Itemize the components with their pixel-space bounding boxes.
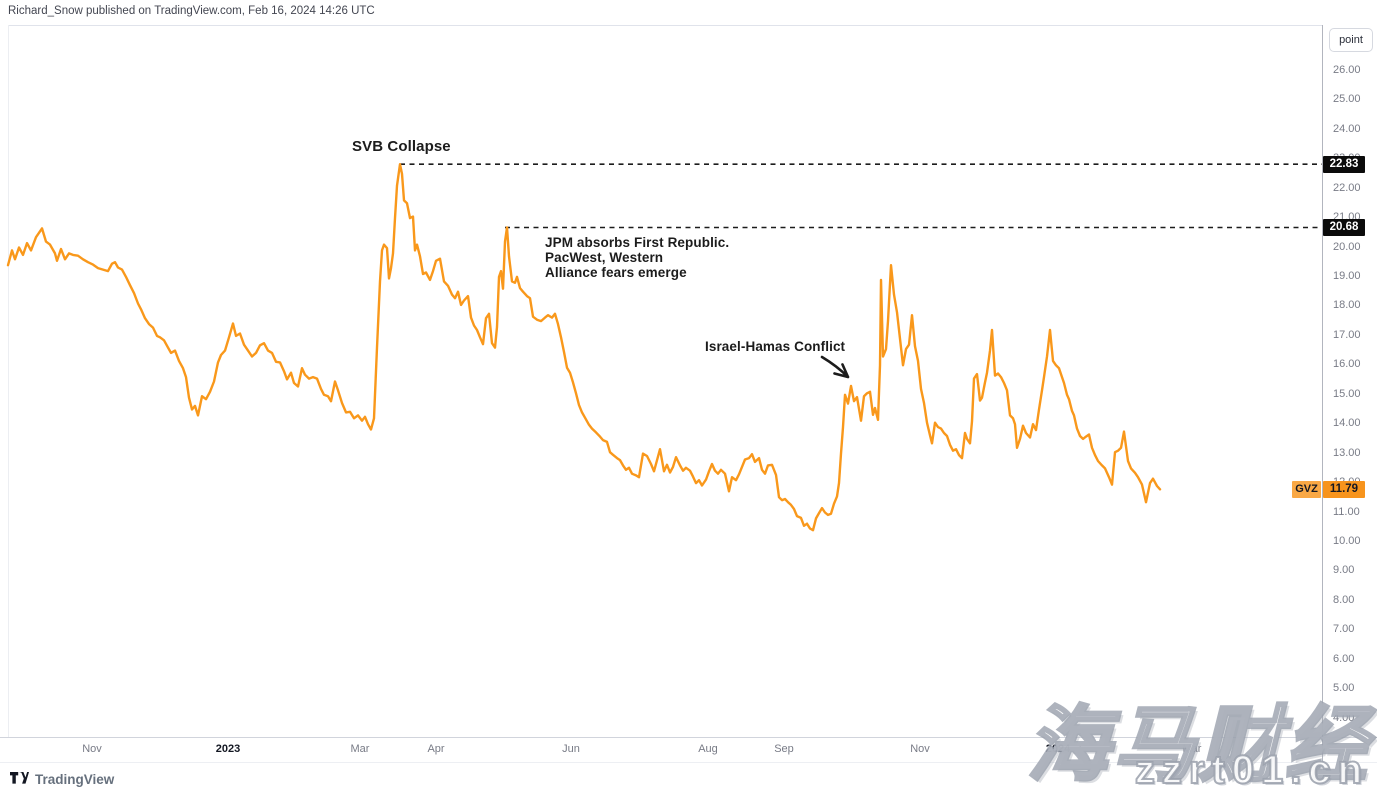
tradingview-logo-icon — [10, 771, 29, 784]
watermark-chinese-text: 海马财经 — [1026, 699, 1371, 793]
time-tick-label: Sep — [774, 743, 794, 755]
price-unit-button[interactable]: point — [1329, 28, 1373, 52]
price-tick-label: 14.00 — [1333, 417, 1361, 429]
price-tick-label: 19.00 — [1333, 270, 1361, 282]
price-tick-label: 12.00 — [1333, 476, 1361, 488]
price-axis-line — [1322, 25, 1323, 762]
price-tick-label: 5.00 — [1333, 682, 1355, 694]
annotation-jpm-first-republic: JPM absorbs First Republic. PacWest, Wes… — [545, 235, 730, 280]
dashed-level-lines — [400, 163, 1322, 229]
price-tick-label: 16.00 — [1333, 358, 1361, 370]
price-tick-label: 17.00 — [1333, 329, 1361, 341]
price-tick-label: 25.00 — [1333, 93, 1361, 105]
time-tick-label: Apr — [427, 743, 445, 755]
price-tick-label: 22.00 — [1333, 182, 1361, 194]
watermark-url-text: zzrt01.cn — [1134, 747, 1369, 793]
time-axis-line — [0, 737, 1377, 738]
time-axis[interactable]: Nov 2023 Mar Apr Jun Aug Sep Nov 2024 Mar — [0, 738, 1377, 762]
annotation-arrow-icon — [820, 355, 850, 379]
chart-left-border — [8, 25, 9, 737]
price-tick-label: 26.00 — [1333, 64, 1361, 76]
tradingview-brand-text: TradingView — [35, 771, 115, 787]
price-tick-label: 24.00 — [1333, 123, 1361, 135]
time-axis-bottom-border — [0, 762, 1377, 763]
annotation-israel-hamas: Israel-Hamas Conflict — [705, 339, 846, 354]
time-tick-label: 2024 — [1045, 743, 1071, 755]
time-tick-label: Jun — [562, 743, 580, 755]
price-tick-label: 20.00 — [1333, 241, 1361, 253]
price-tick-label: 9.00 — [1333, 564, 1355, 576]
price-axis[interactable]: 26.00 25.00 24.00 23.00 22.00 21.00 20.00 19.00… — [1322, 25, 1377, 762]
time-tick-label: Mar — [1182, 743, 1202, 755]
price-line-series — [6, 162, 1162, 532]
price-tick-label: 11.00 — [1333, 506, 1360, 518]
price-tick-label: 18.00 — [1333, 299, 1361, 311]
tradingview-logo[interactable]: TradingView — [10, 769, 114, 789]
price-tick-label: 23.00 — [1333, 152, 1361, 164]
price-tick-label: 7.00 — [1333, 623, 1355, 635]
price-tick-label: 15.00 — [1333, 388, 1361, 400]
time-tick-label: 2023 — [215, 743, 241, 755]
time-tick-label: Aug — [698, 743, 718, 755]
time-tick-label: Nov — [82, 743, 102, 755]
time-tick-label: Nov — [910, 743, 930, 755]
price-tick-label: 13.00 — [1333, 447, 1361, 459]
price-tick-label: 4.00 — [1333, 712, 1355, 724]
annotation-svb-collapse: SVB Collapse — [352, 138, 451, 155]
attribution-text: Richard_Snow published on TradingView.co… — [8, 5, 375, 17]
price-tick-label: 21.00 — [1333, 211, 1361, 223]
price-tick-label: 8.00 — [1333, 594, 1355, 606]
price-tick-label: 10.00 — [1333, 535, 1361, 547]
chart-top-border — [8, 25, 1322, 26]
price-tick-label: 6.00 — [1333, 653, 1355, 665]
time-tick-label: Mar — [350, 743, 370, 755]
